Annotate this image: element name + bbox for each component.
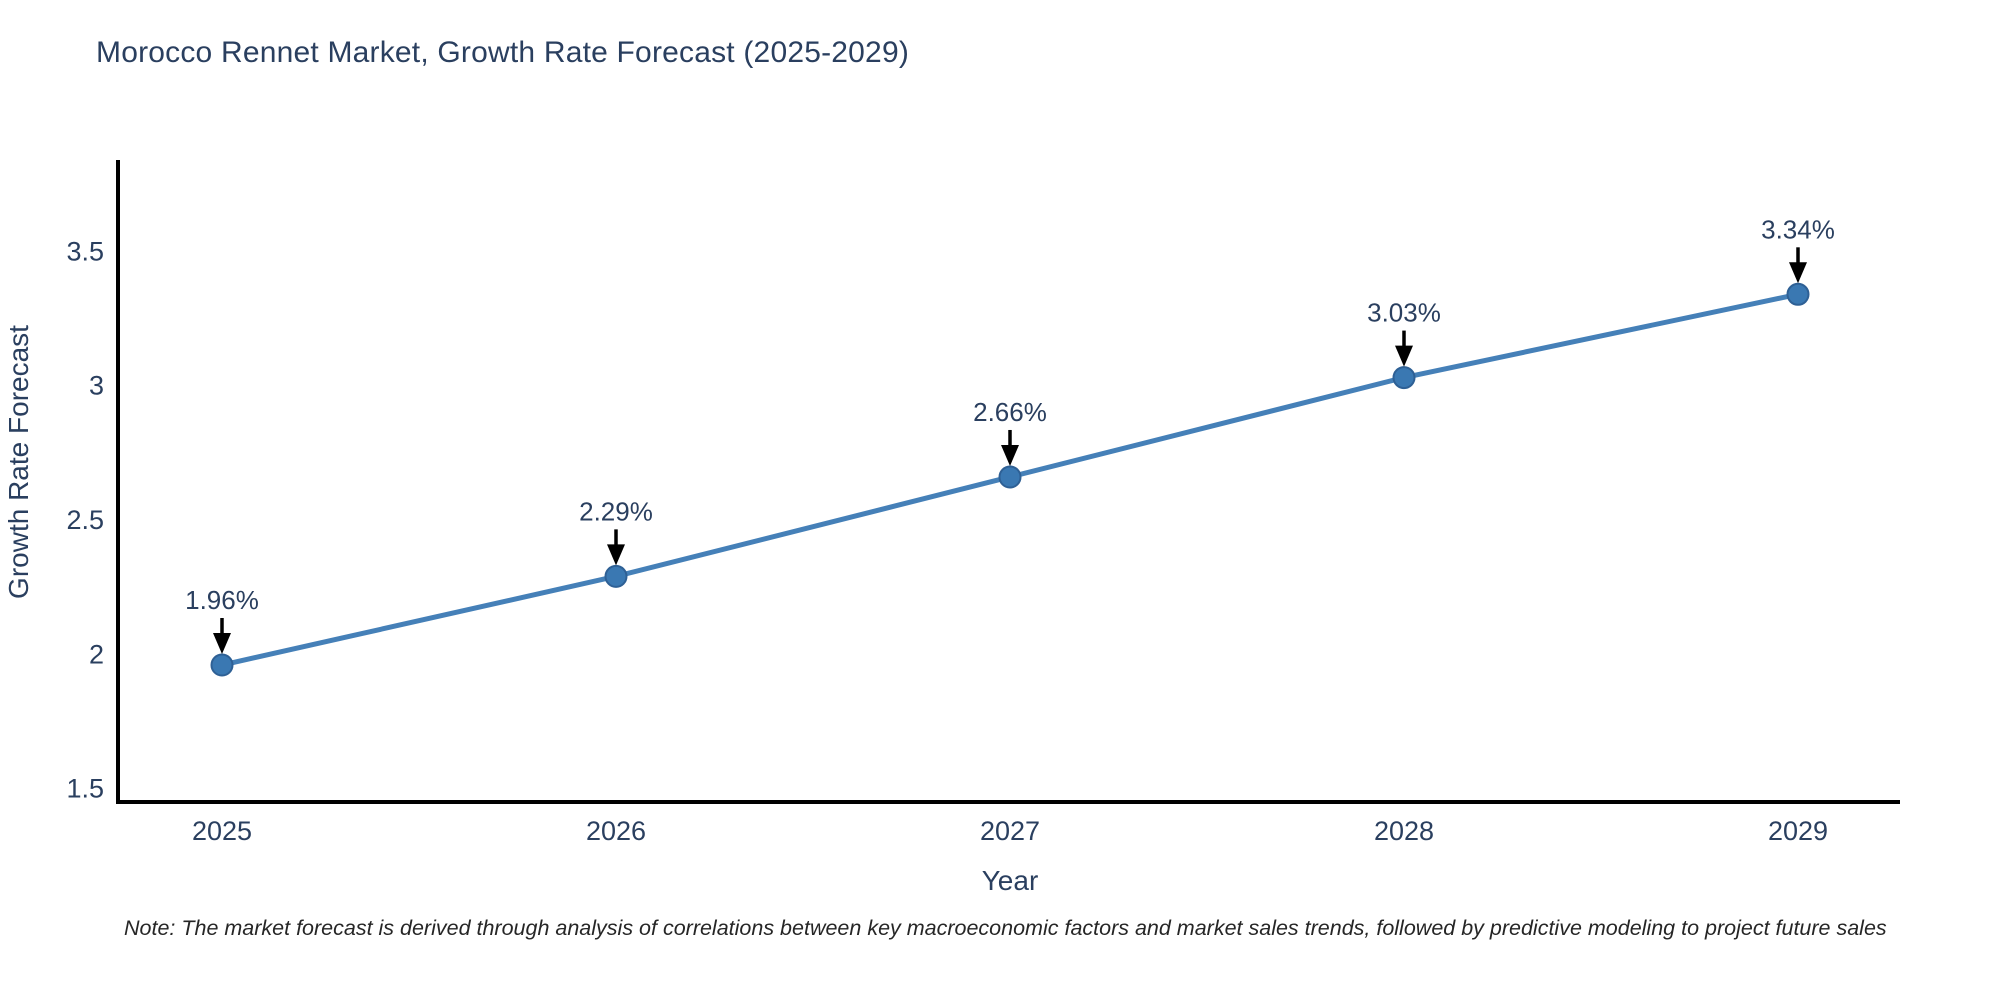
chart-title: Morocco Rennet Market, Growth Rate Forec… [96,36,910,69]
y-tick-label: 3 [89,371,104,401]
y-tick-label: 2.5 [66,505,104,535]
data-point-label: 2.66% [973,397,1047,427]
y-tick-label: 3.5 [66,236,104,266]
x-tick-label: 2025 [192,816,252,846]
data-point-label: 1.96% [185,585,259,615]
annotation-arrow-head [1001,444,1019,466]
annotation-arrow-head [607,544,625,566]
x-axis-title: Year [982,865,1039,896]
y-axis-title: Growth Rate Forecast [3,325,34,599]
data-point-label: 3.03% [1367,298,1441,328]
annotation-arrow-head [213,633,231,655]
footnote: Note: The market forecast is derived thr… [124,916,1887,940]
x-tick-label: 2027 [980,816,1040,846]
data-point-label: 2.29% [579,496,653,526]
x-tick-label: 2028 [1374,816,1434,846]
data-point [998,465,1022,489]
y-tick-label: 1.5 [66,774,104,804]
data-point [604,564,628,588]
data-point-label: 3.34% [1761,214,1835,244]
data-point [210,653,234,677]
data-point [1392,366,1416,390]
data-point [1786,282,1810,306]
annotation-arrow-head [1395,345,1413,367]
y-tick-label: 2 [89,639,104,669]
x-tick-label: 2029 [1768,816,1828,846]
x-tick-label: 2026 [586,816,646,846]
annotation-arrow-head [1789,262,1807,284]
